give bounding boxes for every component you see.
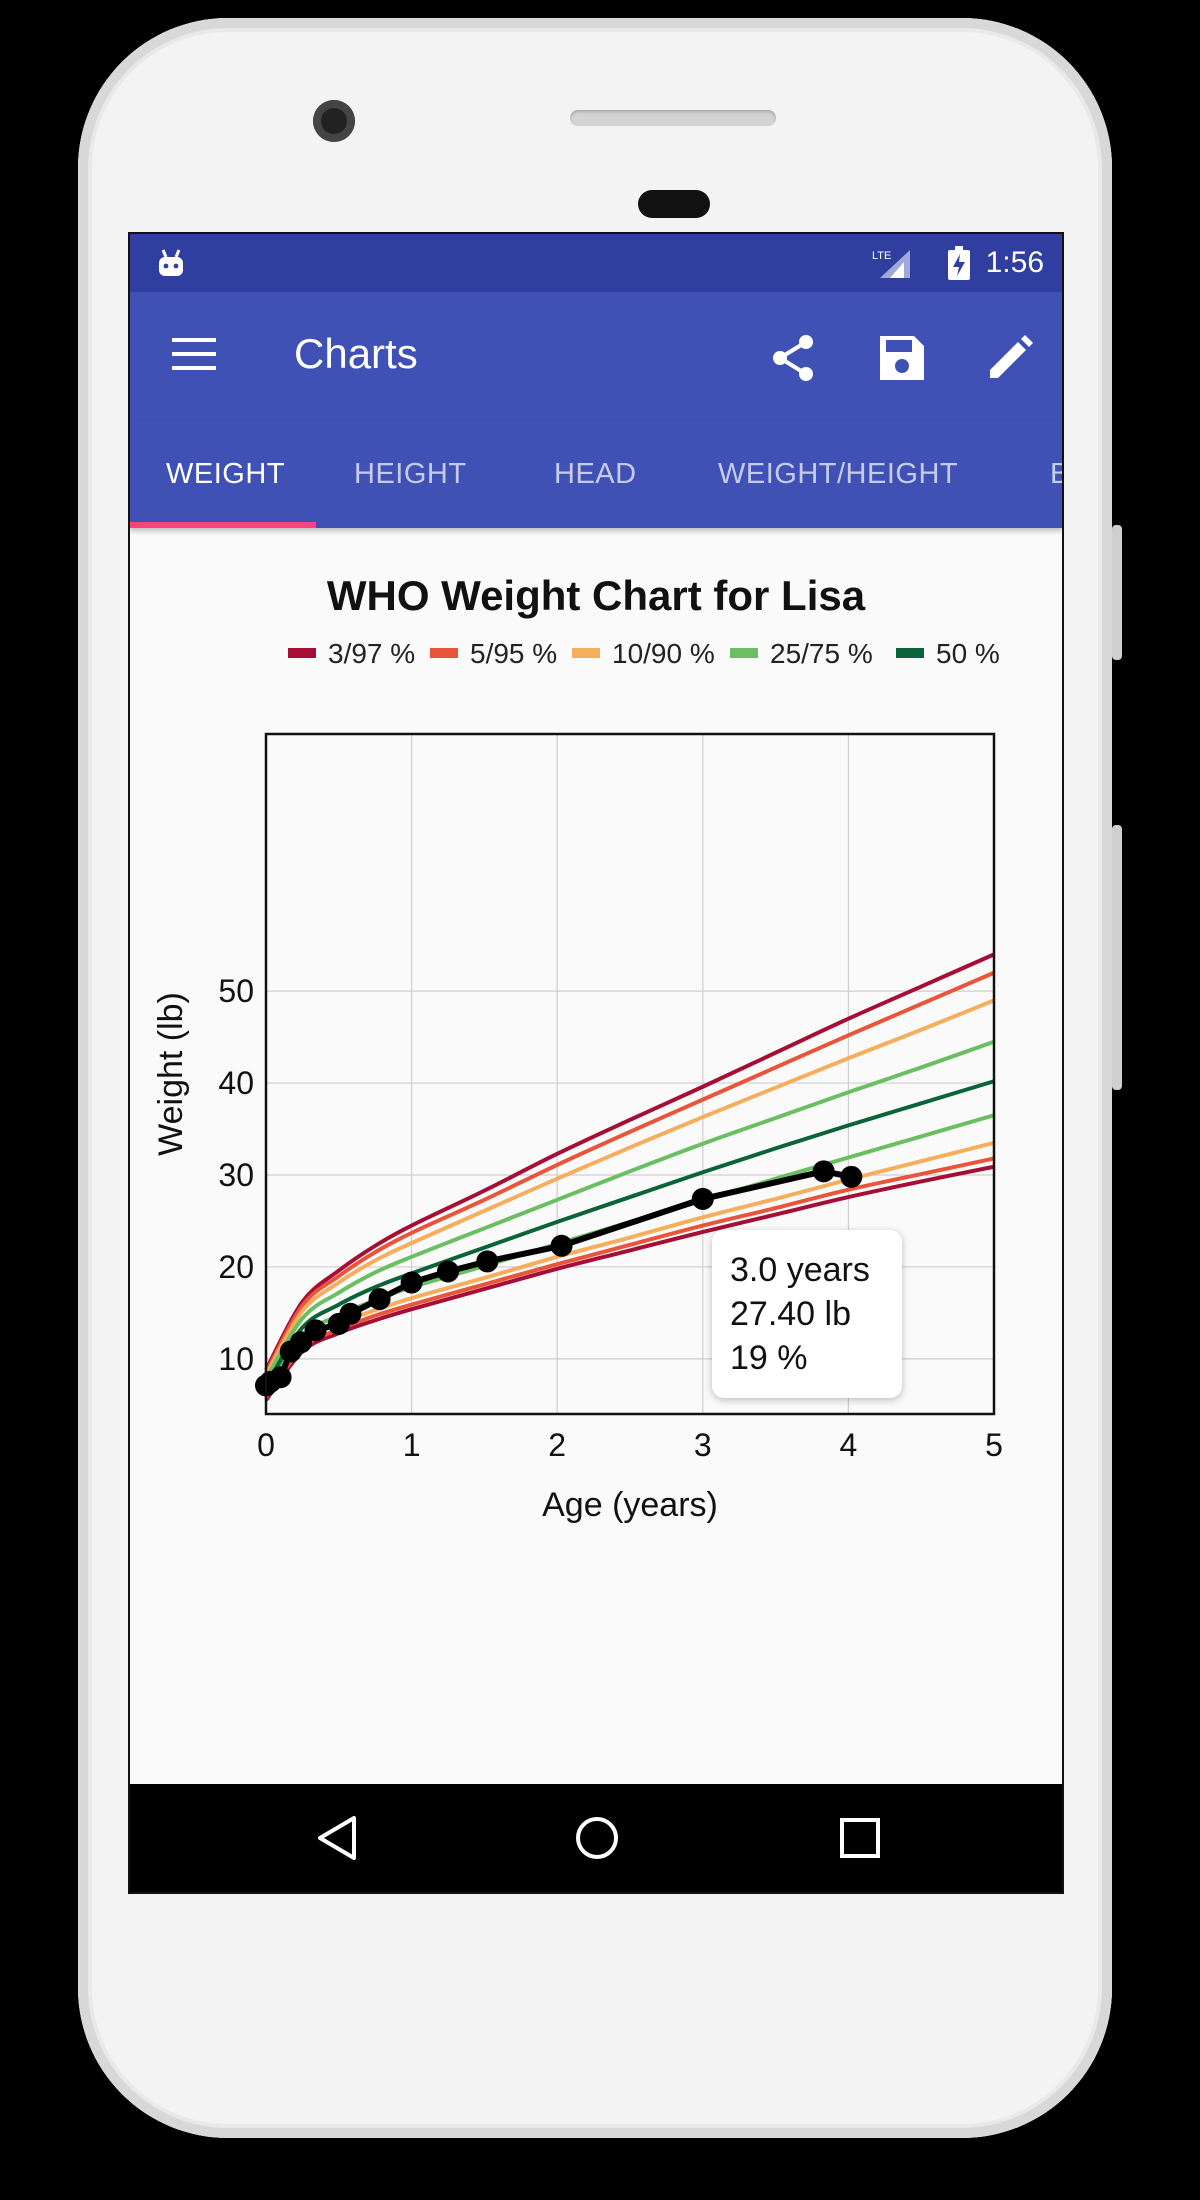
x-tick-label: 1	[403, 1427, 421, 1463]
y-tick-label: 40	[218, 1065, 254, 1101]
tooltip-percentile: 19 %	[730, 1339, 808, 1377]
y-tick-label: 30	[218, 1157, 254, 1193]
lte-signal-icon: LTE	[872, 250, 910, 278]
x-tick-label: 0	[257, 1427, 275, 1463]
volume-button	[1112, 525, 1122, 660]
back-icon[interactable]	[316, 1814, 360, 1862]
x-tick-label: 3	[694, 1427, 712, 1463]
legend-item: 25/75 %	[730, 638, 873, 670]
navigation-bar	[130, 1784, 1062, 1892]
tab-partial[interactable]: B	[1050, 458, 1062, 491]
active-tab-indicator	[130, 522, 316, 528]
measurement-point	[339, 1302, 362, 1325]
legend-swatch	[572, 647, 600, 658]
measurement-point	[368, 1288, 391, 1311]
legend-item: 3/97 %	[288, 638, 415, 670]
measurement-point	[437, 1260, 459, 1283]
legend-label: 50 %	[936, 638, 1000, 669]
battery-charging-icon	[948, 246, 970, 280]
legend-item: 5/95 %	[430, 638, 557, 670]
page-title: Charts	[294, 330, 418, 377]
save-icon[interactable]	[874, 330, 930, 386]
chart-tabs: WEIGHT HEIGHT HEAD WEIGHT/HEIGHT B	[130, 422, 1062, 528]
legend-label: 25/75 %	[770, 638, 873, 669]
recents-icon[interactable]	[838, 1814, 882, 1862]
percentile-curve	[264, 998, 995, 1377]
measurement-point	[304, 1319, 327, 1342]
device-screen: LTE 1:56 Charts	[128, 232, 1064, 1894]
legend-label: 3/97 %	[328, 638, 416, 669]
measurement-point	[289, 1331, 312, 1354]
proximity-sensor	[638, 190, 710, 218]
menu-icon[interactable]	[172, 336, 218, 372]
legend-swatch	[288, 647, 316, 658]
measurement-point	[400, 1271, 423, 1294]
percentile-curve	[264, 1079, 995, 1387]
legend-swatch	[430, 647, 458, 658]
percentile-curve	[264, 952, 995, 1371]
status-time: 1:56	[985, 246, 1044, 279]
tooltip-weight: 27.40 lb	[730, 1295, 851, 1333]
edit-icon[interactable]	[982, 330, 1038, 386]
tab-weight[interactable]: WEIGHT	[166, 458, 285, 490]
percentile-curve	[264, 1039, 995, 1381]
weight-chart[interactable]: 0 1 2 3 4 5 10 20 30 40 50 Age (years) Weight (lb)	[130, 694, 1064, 1794]
svg-text:LTE: LTE	[872, 250, 891, 262]
percentile-curve	[264, 970, 995, 1374]
x-tick-label: 5	[985, 1427, 1003, 1463]
legend-label: 5/95 %	[470, 638, 558, 669]
y-tick-label: 10	[218, 1341, 254, 1377]
tab-height[interactable]: HEIGHT	[354, 458, 467, 490]
x-axis-label: Age (years)	[542, 1486, 718, 1524]
tab-head[interactable]: HEAD	[554, 458, 637, 490]
y-axis-label: Weight (lb)	[152, 992, 190, 1156]
legend-item: 50 %	[896, 638, 1000, 670]
data-point-tooltip: 3.0 years 27.40 lb 19 %	[712, 1230, 902, 1398]
measurement-line	[264, 1168, 852, 1388]
x-tick-label: 2	[548, 1427, 566, 1463]
power-button	[1112, 825, 1122, 1090]
tooltip-age: 3.0 years	[730, 1251, 870, 1289]
chart-title: WHO Weight Chart for Lisa	[326, 572, 866, 619]
tab-weight-height[interactable]: WEIGHT/HEIGHT	[718, 458, 959, 490]
x-tick-label: 4	[840, 1427, 858, 1463]
front-camera	[313, 100, 355, 142]
measurement-point	[550, 1234, 573, 1257]
y-tick-label: 50	[218, 973, 254, 1009]
plot-frame	[264, 732, 996, 1416]
earpiece-speaker	[570, 110, 776, 126]
app-bar: Charts	[130, 292, 1062, 422]
measurement-point	[840, 1165, 863, 1188]
measurement-point	[691, 1187, 714, 1210]
home-icon[interactable]	[574, 1814, 620, 1862]
android-notification-icon	[159, 249, 183, 276]
measurement-point	[812, 1160, 835, 1183]
status-bar: LTE 1:56	[130, 234, 1062, 292]
legend-swatch	[896, 647, 924, 658]
legend-item: 10/90 %	[572, 638, 715, 670]
y-tick-label: 20	[218, 1249, 254, 1285]
measurement-point	[269, 1366, 292, 1389]
share-icon[interactable]	[766, 330, 822, 386]
legend-swatch	[730, 647, 758, 658]
measurement-point	[476, 1250, 499, 1273]
legend-label: 10/90 %	[612, 638, 715, 669]
